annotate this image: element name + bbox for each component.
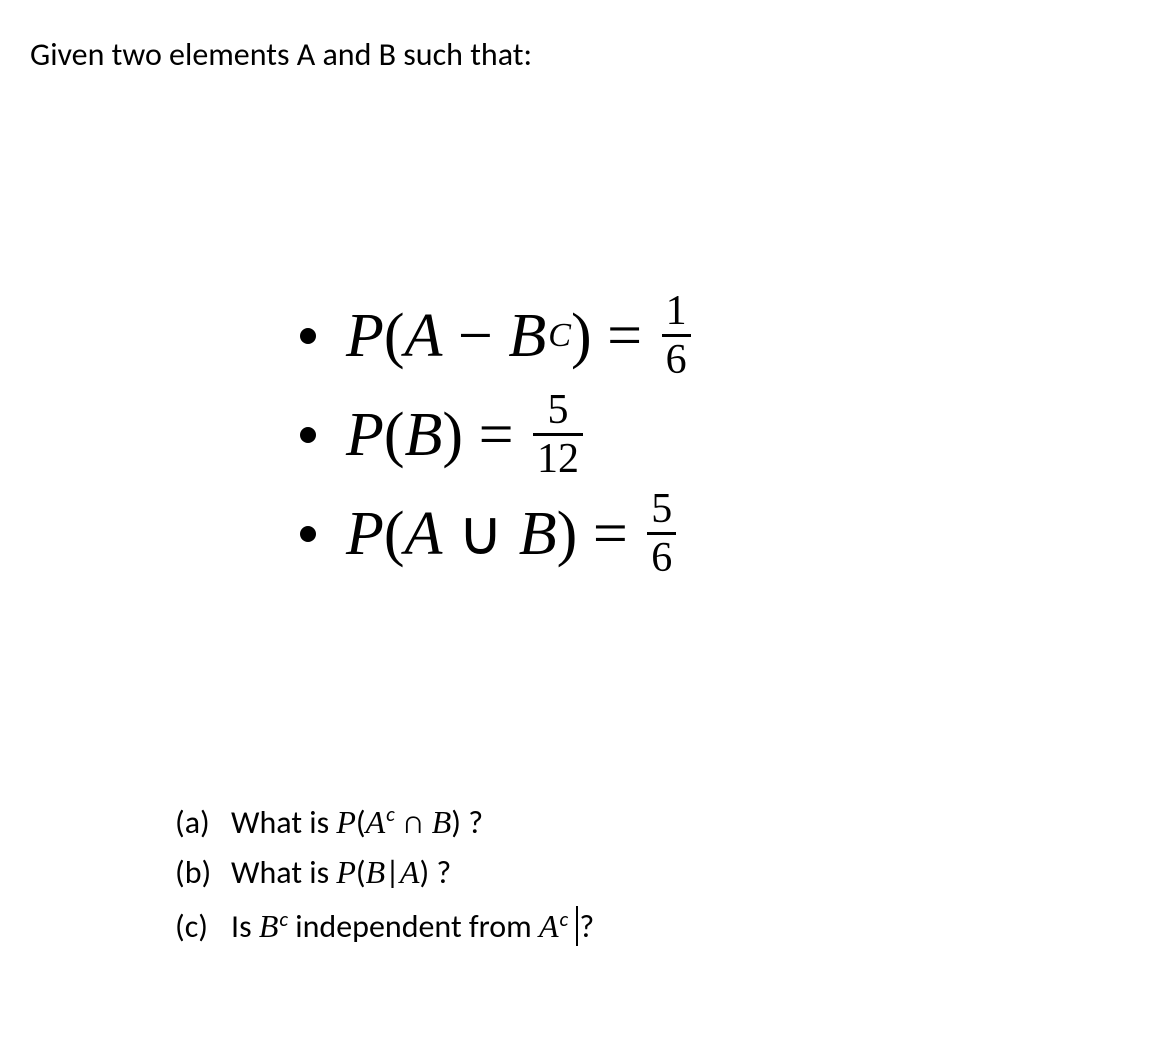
sym-equals: = (577, 503, 643, 565)
sym-A: A (405, 305, 443, 367)
question-c-label: (c) (175, 902, 231, 952)
question-a: (a) What is P(Ac ∩ B) ? (175, 798, 594, 848)
fraction-1: 1 6 (662, 290, 691, 381)
sym-lparen: ( (384, 503, 405, 565)
question-a-text: What is P(Ac ∩ B) ? (231, 798, 483, 848)
sym-rparen: ) (419, 853, 429, 892)
sym-space (395, 803, 402, 842)
sym-equals: = (463, 404, 529, 466)
fraction-2-num: 5 (544, 389, 573, 433)
fraction-1-num: 1 (662, 290, 691, 334)
questions-block: (a) What is P(Ac ∩ B) ? (b) What is P(B|… (175, 798, 594, 952)
sym-sup-c: c (560, 906, 569, 932)
sym-equals: = (592, 305, 658, 367)
question-b-text: What is P(B|A) ? (231, 848, 451, 898)
fraction-1-den: 6 (662, 334, 691, 381)
sym-B: B (405, 404, 443, 466)
sym-rparen: ) (442, 404, 463, 466)
q-b-post: ? (429, 853, 451, 892)
fraction-3-num: 5 (647, 488, 676, 532)
intro-text: Given two elements A and B such that: (30, 36, 1140, 74)
question-c-text: Is Bc independent from Ac ? (231, 897, 594, 952)
sym-bar: | (385, 853, 400, 892)
q-c-post: ? (579, 907, 594, 946)
given-row-3: P(A ∪ B) = 5 6 (300, 488, 695, 579)
fraction-3: 5 6 (647, 488, 676, 579)
q-c-pre: Is (231, 907, 259, 946)
sym-minus: − (442, 305, 508, 367)
sym-lparen: ( (356, 803, 366, 842)
sym-rparen: ) (451, 803, 461, 842)
given-expression-1: P(A − BC) = 1 6 (346, 290, 695, 381)
q-a-pre: What is (231, 803, 336, 842)
sym-B: B (432, 804, 452, 840)
problem-page: Given two elements A and B such that: P(… (0, 0, 1170, 1040)
question-c: (c) Is Bc independent from Ac ? (175, 897, 594, 952)
question-b: (b) What is P(B|A) ? (175, 848, 594, 898)
sym-P: P (346, 503, 384, 565)
q-a-post: ? (461, 803, 483, 842)
sym-lparen: ( (384, 404, 405, 466)
sym-B: B (519, 503, 557, 565)
given-expression-2: P(B) = 5 12 (346, 389, 587, 480)
fraction-2: 5 12 (533, 389, 583, 480)
sym-P: P (346, 305, 384, 367)
sym-sup-c: c (386, 801, 395, 827)
text-cursor-icon (576, 906, 578, 946)
sym-intersect: ∩ (402, 803, 432, 842)
sym-union: ∪ (442, 503, 518, 565)
bullet-icon (300, 427, 316, 443)
question-b-label: (b) (175, 848, 231, 898)
sym-A: A (539, 908, 559, 944)
question-a-label: (a) (175, 798, 231, 848)
given-conditions: P(A − BC) = 1 6 P(B) = 5 12 P(A (300, 290, 695, 587)
sym-P: P (336, 804, 356, 840)
bullet-icon (300, 328, 316, 344)
given-expression-3: P(A ∪ B) = 5 6 (346, 488, 680, 579)
sym-A: A (366, 804, 386, 840)
given-row-1: P(A − BC) = 1 6 (300, 290, 695, 381)
sym-A: A (400, 854, 420, 890)
sym-A: A (405, 503, 443, 565)
sym-sup-c: c (279, 906, 288, 932)
q-b-pre: What is (231, 853, 336, 892)
sym-lparen: ( (384, 305, 405, 367)
sym-P: P (346, 404, 384, 466)
sym-B: B (366, 854, 386, 890)
fraction-2-den: 12 (533, 433, 583, 480)
sym-space (568, 907, 575, 946)
bullet-icon (300, 526, 316, 542)
fraction-3-den: 6 (647, 532, 676, 579)
q-c-mid: independent from (288, 907, 539, 946)
sym-B: B (259, 908, 279, 944)
given-row-2: P(B) = 5 12 (300, 389, 695, 480)
sym-lparen: ( (356, 853, 366, 892)
sym-rparen: ) (557, 503, 578, 565)
sym-P: P (336, 854, 356, 890)
sym-rparen: ) (571, 305, 592, 367)
sym-B: B (508, 305, 546, 367)
